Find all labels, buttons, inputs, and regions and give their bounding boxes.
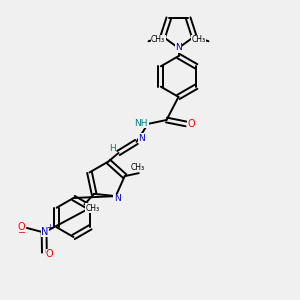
Text: N: N	[139, 134, 145, 143]
Text: O: O	[46, 249, 54, 259]
Text: O: O	[188, 119, 195, 129]
Text: CH₃: CH₃	[130, 163, 144, 172]
Text: O: O	[18, 222, 26, 232]
Text: +: +	[46, 224, 53, 232]
Text: N: N	[114, 194, 121, 203]
Text: CH₃: CH₃	[192, 35, 206, 44]
Text: CH₃: CH₃	[151, 35, 165, 44]
Text: CH₃: CH₃	[86, 204, 100, 213]
Text: N: N	[175, 44, 182, 52]
Text: H: H	[109, 144, 116, 153]
Text: −: −	[18, 228, 27, 239]
Text: NH: NH	[134, 119, 148, 128]
Text: N: N	[41, 226, 49, 237]
